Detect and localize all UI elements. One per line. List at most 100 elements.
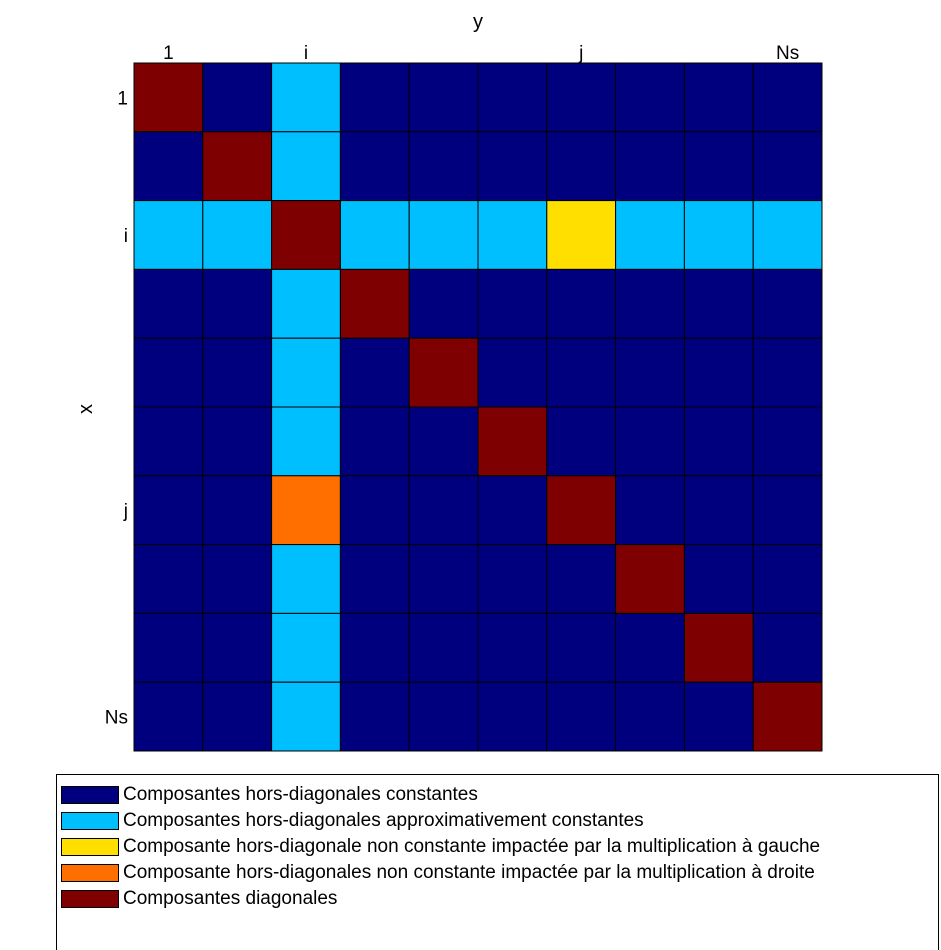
cell-4-1	[202, 337, 273, 408]
cell-2-4	[408, 200, 479, 270]
y-tick-label: 1	[117, 88, 128, 109]
cell-1-7	[615, 131, 685, 202]
cell-4-5	[477, 337, 548, 408]
cell-6-9	[752, 475, 823, 546]
cell-3-1	[202, 268, 273, 339]
cell-2-6	[546, 200, 617, 270]
cell-7-3	[339, 544, 410, 614]
cell-5-5	[477, 406, 548, 477]
cell-8-1	[202, 612, 273, 683]
cell-0-4	[408, 62, 479, 133]
cell-8-7	[615, 612, 685, 683]
legend-swatch	[61, 864, 119, 882]
cell-0-0	[133, 62, 204, 133]
cell-1-9	[752, 131, 823, 202]
cell-9-5	[477, 681, 548, 752]
cell-6-3	[339, 475, 410, 546]
y-tick-label: i	[124, 226, 128, 247]
cell-5-7	[615, 406, 685, 477]
cell-9-2	[271, 681, 341, 752]
legend-label: Composante hors-diagonale non constante …	[123, 836, 821, 857]
cell-5-0	[133, 406, 204, 477]
y-tick-label: Ns	[105, 708, 128, 729]
cell-1-1	[202, 131, 273, 202]
cell-2-1	[202, 200, 273, 270]
cell-7-7	[615, 544, 685, 614]
legend-swatch	[61, 812, 119, 830]
cell-1-0	[133, 131, 204, 202]
cell-4-0	[133, 337, 204, 408]
legend-item-diagonal: Composantes diagonales	[61, 888, 337, 910]
cell-4-6	[546, 337, 617, 408]
cell-7-2	[271, 544, 341, 614]
legend-item-right_mult: Composante hors-diagonales non constante…	[61, 862, 815, 884]
cell-2-7	[615, 200, 685, 270]
cell-5-9	[752, 406, 823, 477]
legend-label: Composantes hors-diagonales approximativ…	[123, 810, 644, 831]
cell-9-6	[546, 681, 617, 752]
y-tick-labels: 1 i j Ns	[105, 88, 128, 728]
cell-5-3	[339, 406, 410, 477]
cell-0-5	[477, 62, 548, 133]
cell-9-4	[408, 681, 479, 752]
cell-1-2	[271, 131, 341, 202]
cell-6-8	[683, 475, 754, 546]
cell-9-7	[615, 681, 685, 752]
cell-6-2	[271, 475, 341, 546]
cell-8-5	[477, 612, 548, 683]
cell-3-3	[339, 268, 410, 339]
legend-item-left_mult: Composante hors-diagonale non constante …	[61, 836, 820, 858]
x-tick-labels: 1 i j Ns	[163, 43, 799, 64]
cell-6-7	[615, 475, 685, 546]
legend-item-approx_constant: Composantes hors-diagonales approximativ…	[61, 810, 644, 832]
cell-7-4	[408, 544, 479, 614]
cell-9-8	[683, 681, 754, 752]
cell-4-3	[339, 337, 410, 408]
cell-2-8	[683, 200, 754, 270]
cell-9-9	[752, 681, 823, 752]
cell-4-8	[683, 337, 754, 408]
cell-8-4	[408, 612, 479, 683]
cell-4-9	[752, 337, 823, 408]
cell-9-1	[202, 681, 273, 752]
legend-label: Composante hors-diagonales non constante…	[123, 862, 815, 883]
cell-7-8	[683, 544, 754, 614]
legend: Composantes hors-diagonales constantes Co…	[56, 774, 939, 950]
cell-5-8	[683, 406, 754, 477]
cell-2-2	[271, 200, 341, 270]
x-axis-label: y	[473, 11, 483, 33]
cell-6-0	[133, 475, 204, 546]
cell-6-1	[202, 475, 273, 546]
cell-2-9	[752, 200, 823, 270]
cell-2-5	[477, 200, 548, 270]
cell-7-1	[202, 544, 273, 614]
plot-frame	[133, 62, 823, 752]
cell-1-6	[546, 131, 617, 202]
cell-8-3	[339, 612, 410, 683]
cell-3-4	[408, 268, 479, 339]
heatmap-chart: 1 i j Ns 1 i j Ns y x	[75, 11, 823, 752]
y-tick-label: j	[123, 501, 128, 522]
cell-8-2	[271, 612, 341, 683]
cell-3-7	[615, 268, 685, 339]
cell-8-9	[752, 612, 823, 683]
cell-0-6	[546, 62, 617, 133]
cell-3-8	[683, 268, 754, 339]
cell-5-1	[202, 406, 273, 477]
cell-0-9	[752, 62, 823, 133]
legend-swatch	[61, 838, 119, 856]
cell-2-0	[133, 200, 204, 270]
cell-7-9	[752, 544, 823, 614]
cell-2-3	[339, 200, 410, 270]
cell-7-6	[546, 544, 617, 614]
cell-6-6	[546, 475, 617, 546]
cell-0-2	[271, 62, 341, 133]
x-tick-label: 1	[163, 43, 174, 64]
heatmap-cells	[133, 62, 823, 752]
cell-0-8	[683, 62, 754, 133]
cell-4-4	[408, 337, 479, 408]
cell-0-1	[202, 62, 273, 133]
legend-label: Composantes hors-diagonales constantes	[123, 784, 478, 805]
cell-3-5	[477, 268, 548, 339]
cell-1-5	[477, 131, 548, 202]
